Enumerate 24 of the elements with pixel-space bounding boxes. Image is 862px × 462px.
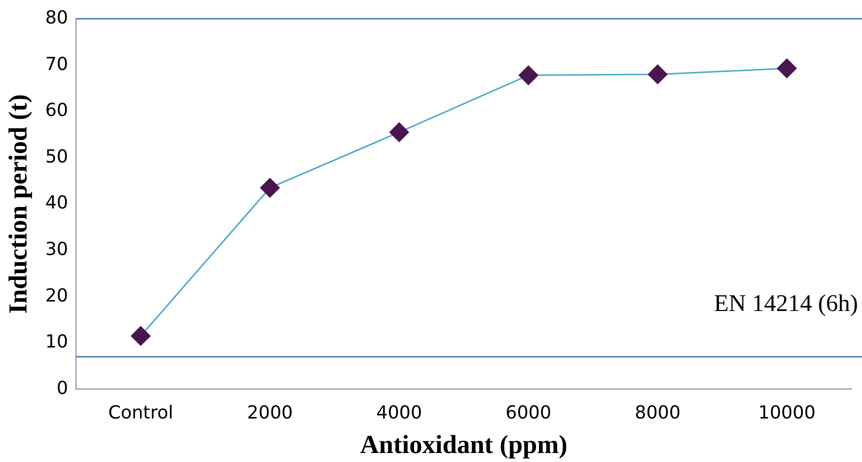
- y-tick-label: 70: [45, 54, 68, 75]
- point: [648, 64, 668, 84]
- ref-line-label: EN 14214 (6h): [714, 291, 858, 318]
- x-tick-label: 6000: [506, 402, 552, 424]
- y-tick-label: 40: [45, 192, 68, 214]
- y-tick-label: 0: [56, 378, 68, 399]
- y-tick-label: 30: [45, 238, 68, 260]
- point: [518, 66, 538, 86]
- y-tick-label: 60: [45, 100, 68, 122]
- x-tick-label: 10000: [758, 402, 816, 424]
- y-tick-label: 50: [45, 146, 68, 168]
- y-tick-label: 80: [45, 7, 68, 28]
- point: [260, 178, 280, 198]
- y-axis-title: Induction period (t): [3, 94, 32, 314]
- point: [389, 122, 409, 142]
- x-tick-label: 4000: [376, 402, 422, 424]
- y-tick-label: 10: [45, 332, 68, 353]
- x-tick-label: 2000: [247, 402, 293, 424]
- x-tick-label: 8000: [634, 402, 681, 424]
- x-tick-label: Control: [108, 402, 174, 424]
- point: [777, 58, 797, 78]
- x-axis-title: Antioxidant (ppm): [360, 430, 568, 460]
- y-tick-label: 20: [45, 285, 68, 306]
- point: [130, 326, 150, 346]
